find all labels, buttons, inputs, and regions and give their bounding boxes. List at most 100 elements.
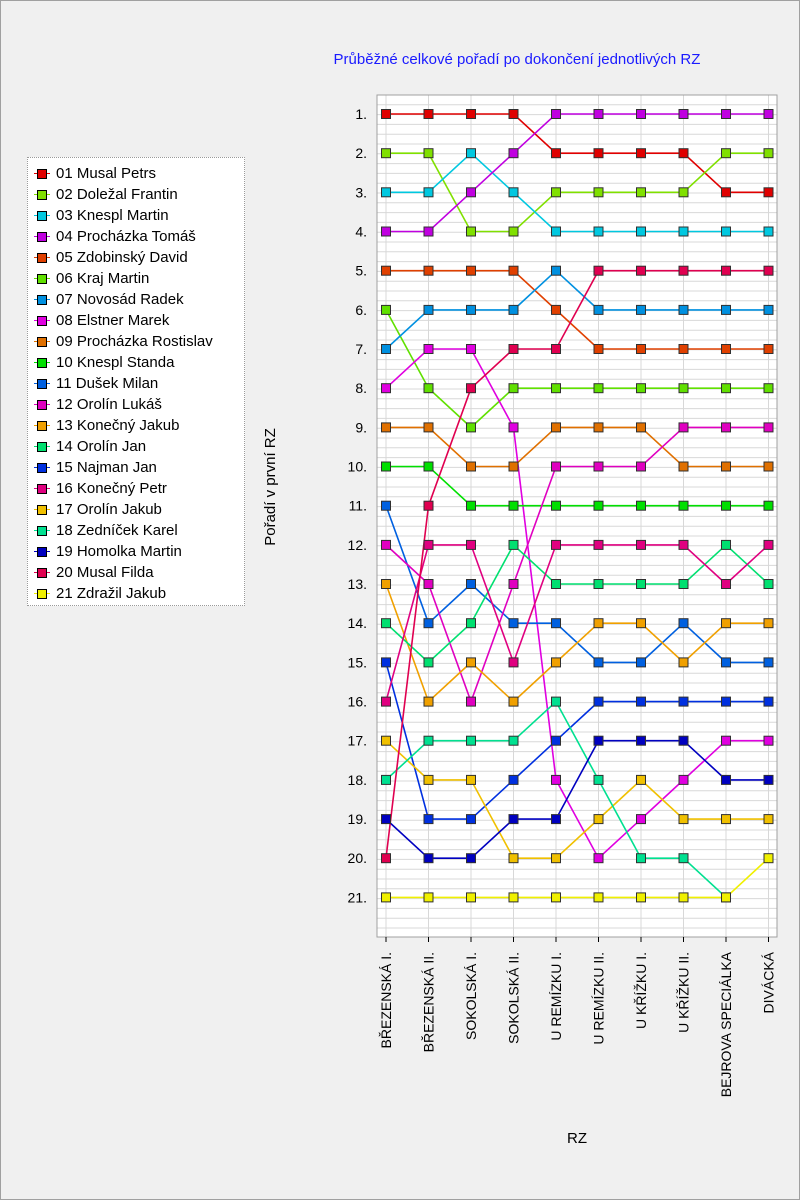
x-tick-label: U REMÍZKU II.	[591, 952, 607, 1045]
x-tick-label: U KŘÍŽKU II.	[676, 952, 692, 1033]
legend-marker	[37, 568, 47, 578]
data-point	[466, 461, 476, 472]
data-point	[466, 383, 476, 394]
data-point	[593, 226, 604, 237]
data-point	[678, 265, 689, 276]
legend-item: 02 Doležal Frantin	[28, 184, 244, 205]
data-point	[381, 774, 391, 785]
data-point	[593, 696, 604, 707]
data-point	[721, 226, 731, 237]
data-point	[551, 304, 561, 315]
data-point	[636, 657, 646, 668]
data-point	[678, 109, 689, 119]
data-point	[721, 383, 731, 394]
y-tick-label: 16.	[348, 694, 367, 710]
data-point	[636, 500, 646, 511]
data-point	[678, 814, 689, 825]
data-point	[678, 383, 689, 394]
data-point	[636, 618, 646, 629]
data-point	[763, 461, 774, 472]
data-point	[551, 344, 561, 354]
legend-marker	[37, 337, 47, 347]
legend-item: 19 Homolka Martin	[28, 541, 244, 562]
legend-item: 10 Knespl Standa	[28, 352, 244, 373]
data-point	[636, 422, 646, 433]
legend-item: 21 Zdražil Jakub	[28, 583, 244, 604]
data-point	[423, 814, 434, 825]
x-axis-label: RZ	[567, 1130, 587, 1147]
legend-label: 21 Zdražil Jakub	[56, 585, 167, 602]
data-point	[551, 187, 561, 198]
data-point	[678, 579, 689, 589]
data-point	[721, 696, 731, 707]
data-point	[423, 265, 434, 276]
legend-item: 15 Najman Jan	[28, 457, 244, 478]
data-point	[508, 461, 519, 472]
data-point	[508, 187, 519, 198]
data-point	[636, 461, 646, 472]
series-line	[385, 544, 770, 702]
data-point	[423, 383, 434, 394]
legend-item: 11 Dušek Milan	[28, 373, 244, 394]
data-point	[763, 696, 774, 707]
data-point	[423, 500, 434, 511]
x-tick-label: U KŘÍŽKU I.	[633, 952, 649, 1029]
data-point	[466, 265, 476, 276]
data-point	[721, 304, 731, 315]
data-point	[381, 383, 391, 394]
data-point	[763, 344, 774, 354]
data-point	[593, 618, 604, 629]
data-point	[466, 618, 476, 629]
data-point	[636, 774, 646, 785]
data-point	[423, 148, 434, 159]
y-axis-label: Pořadí v první RZ	[262, 428, 279, 546]
legend-marker	[37, 232, 47, 242]
legend-item: 12 Orolín Lukáš	[28, 394, 244, 415]
data-point	[381, 696, 391, 707]
data-point	[678, 853, 689, 864]
data-point	[466, 696, 476, 707]
series-line	[386, 857, 770, 899]
data-point	[381, 500, 391, 511]
data-point	[678, 304, 689, 315]
data-point	[423, 774, 434, 785]
data-point	[466, 814, 476, 825]
legend-marker	[37, 190, 47, 200]
data-point	[551, 618, 561, 629]
legend-marker	[37, 421, 47, 431]
data-point	[763, 853, 774, 864]
data-point	[508, 383, 519, 394]
y-tick-label: 12.	[348, 537, 367, 553]
legend-item: 14 Orolín Jan	[28, 436, 244, 457]
legend-label: 05 Zdobinský David	[56, 249, 188, 266]
legend-label: 11 Dušek Milan	[56, 375, 159, 392]
data-point	[551, 814, 561, 825]
data-point	[636, 226, 646, 237]
data-point	[721, 344, 731, 354]
data-point	[508, 696, 519, 707]
data-point	[721, 814, 731, 825]
data-point	[763, 539, 774, 550]
data-point	[593, 539, 604, 550]
data-point	[423, 735, 434, 746]
data-point	[508, 304, 519, 315]
data-point	[678, 696, 689, 707]
legend-item: 07 Novosád Radek	[28, 289, 244, 310]
data-point	[551, 148, 561, 159]
legend-item: 05 Zdobinský David	[28, 247, 244, 268]
data-point	[763, 265, 774, 276]
data-point	[508, 265, 519, 276]
y-tick-label: 14.	[348, 615, 367, 631]
data-point	[593, 774, 604, 785]
data-point	[551, 892, 561, 903]
legend-label: 19 Homolka Martin	[56, 543, 182, 560]
legend-label: 07 Novosád Radek	[56, 291, 184, 308]
legend: 01 Musal Petrs 02 Doležal Frantin 03 Knesp…	[27, 157, 245, 606]
data-point	[678, 735, 689, 746]
x-tick-label: SOKOLSKÁ I.	[463, 952, 479, 1040]
data-point	[678, 187, 689, 198]
data-point	[721, 618, 731, 629]
data-point	[593, 422, 604, 433]
legend-label: 18 Zedníček Karel	[56, 522, 178, 539]
data-point	[551, 383, 561, 394]
